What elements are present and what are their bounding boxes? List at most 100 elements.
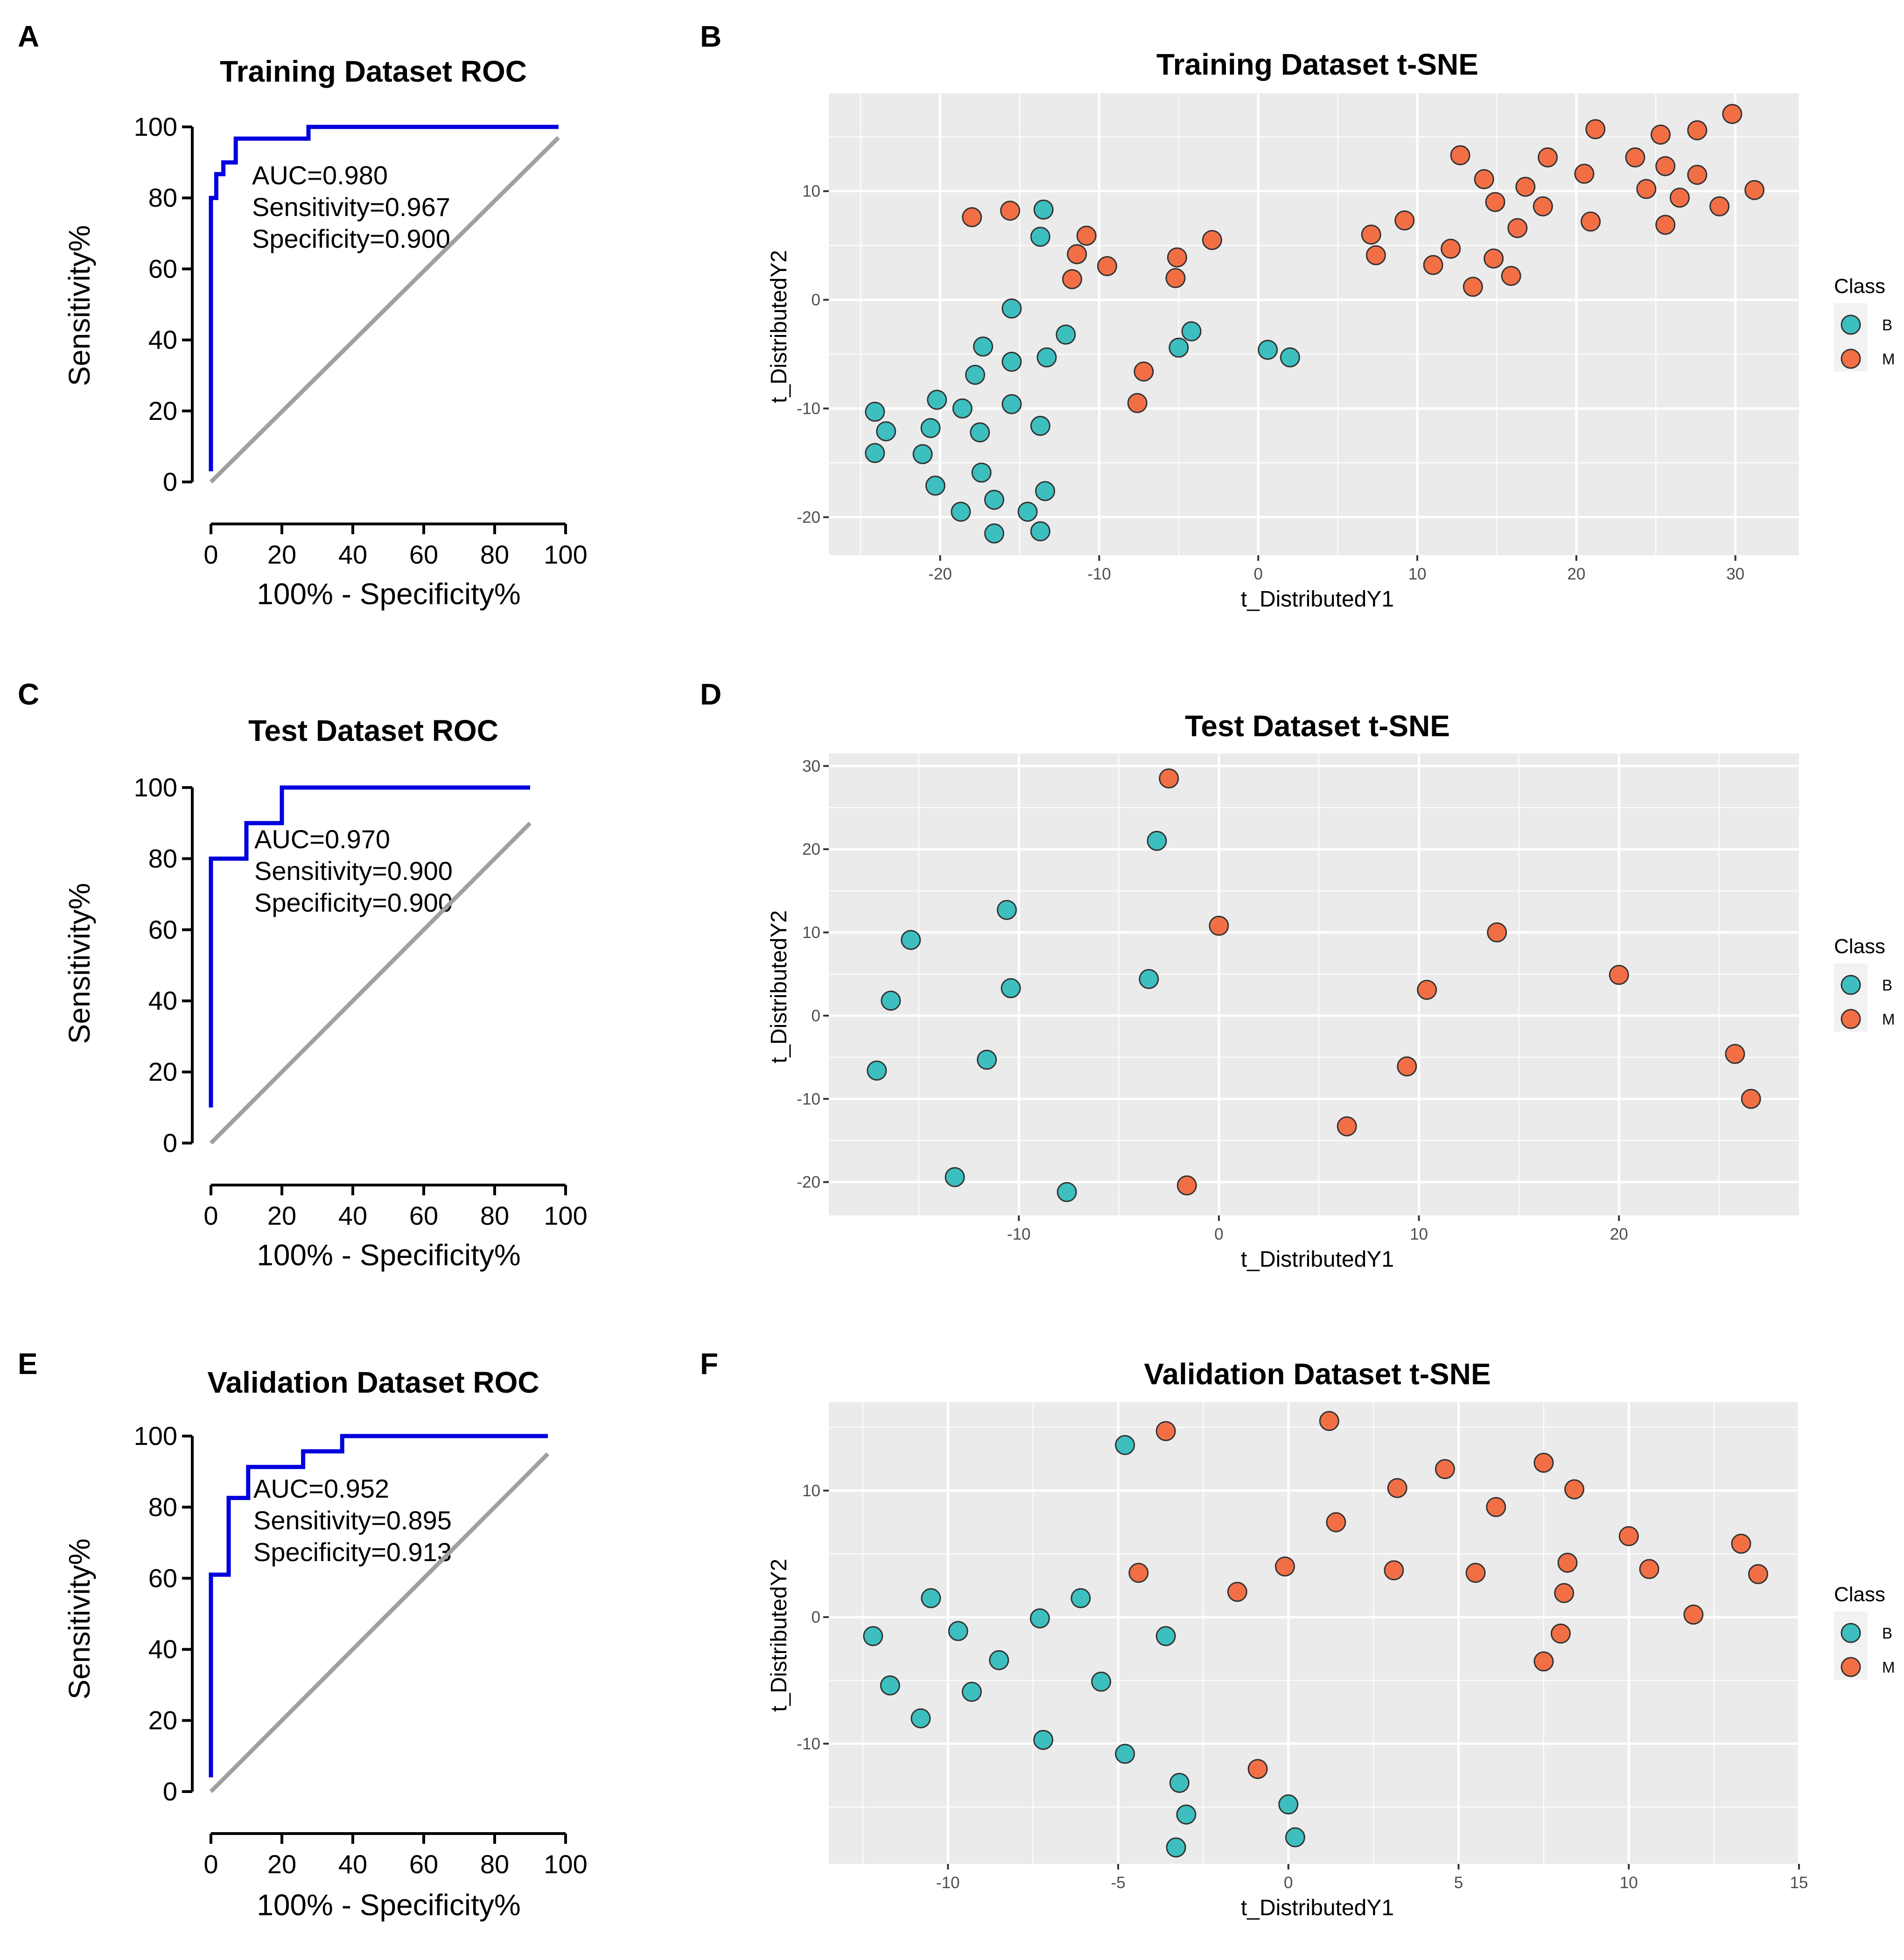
sensitivity-annotation-a: Sensitivity=0.967	[252, 192, 450, 222]
point-f-m-4	[1387, 1478, 1407, 1498]
grid-d	[829, 753, 1799, 1215]
point-b-b-18	[971, 462, 992, 483]
x-tick-label-b--20: -20	[928, 565, 952, 583]
y-tick-label-e-40: 40	[148, 1634, 177, 1664]
point-f-b-17	[1166, 1837, 1186, 1858]
point-f-m-0	[1155, 1421, 1176, 1441]
point-f-b-13	[1115, 1744, 1135, 1764]
y-axis-label-f: t_DistributedY2	[767, 1559, 791, 1712]
point-b-m-32	[1655, 156, 1676, 176]
point-b-m-10	[1127, 393, 1148, 413]
legend-key-f-class-m	[1841, 1657, 1861, 1677]
legend-title-f: Class	[1834, 1583, 1885, 1606]
point-b-m-20	[1484, 248, 1504, 269]
legend-key-b-class-b	[1841, 314, 1861, 335]
specificity-annotation-e: Specificity=0.913	[253, 1537, 452, 1567]
point-b-b-27	[1169, 337, 1189, 358]
panel-label-b: B	[700, 20, 721, 53]
point-b-m-23	[1515, 176, 1536, 197]
point-f-m-17	[1227, 1582, 1247, 1602]
point-b-b-2	[1001, 298, 1022, 319]
y-tick-label-c-40: 40	[148, 986, 177, 1015]
y-tick-label-a-100: 100	[134, 112, 177, 141]
point-f-b-18	[1285, 1827, 1305, 1848]
y-tick-label-e-60: 60	[148, 1563, 177, 1593]
legend-label-f-class-b: B	[1882, 1625, 1892, 1642]
panel-f-validation-tsne: F Validation Dataset t-SNE t_Distributed…	[700, 1347, 1895, 1920]
point-b-m-25	[1538, 147, 1558, 167]
x-tick-label-f-0: 0	[1284, 1874, 1293, 1892]
point-d-m-8	[1337, 1116, 1357, 1137]
point-f-m-1	[1319, 1411, 1339, 1431]
point-f-b-2	[1071, 1588, 1091, 1608]
point-f-b-10	[1091, 1671, 1112, 1692]
x-tick-label-c-100: 100	[544, 1201, 587, 1230]
roc-curve-c	[209, 785, 530, 1108]
point-f-b-16	[1278, 1794, 1299, 1815]
point-f-m-22	[1247, 1759, 1268, 1779]
point-f-b-6	[863, 1626, 883, 1646]
point-f-b-12	[1033, 1730, 1054, 1750]
y-tick-label-d-30: 30	[802, 757, 820, 775]
point-d-b-6	[867, 1060, 887, 1081]
y-axis-label-d: t_DistributedY2	[767, 910, 791, 1063]
point-b-m-39	[1744, 180, 1765, 200]
auc-annotation-c: AUC=0.970	[254, 824, 390, 854]
point-d-m-6	[1725, 1044, 1745, 1064]
point-b-m-31	[1650, 125, 1671, 145]
point-f-m-14	[1639, 1559, 1659, 1579]
point-b-b-12	[876, 421, 896, 441]
plot-background-d	[829, 753, 1799, 1215]
point-b-b-10	[927, 390, 947, 410]
point-d-m-7	[1741, 1088, 1761, 1109]
point-b-m-29	[1625, 147, 1645, 167]
legend-label-d-class-m: M	[1882, 1011, 1895, 1028]
roc-title-e: Validation Dataset ROC	[207, 1366, 539, 1399]
x-tick-label-c-80: 80	[480, 1201, 509, 1230]
x-tick-label-a-0: 0	[203, 540, 218, 569]
y-tick-label-e-20: 20	[148, 1706, 177, 1735]
reference-line-a	[209, 136, 560, 484]
point-b-m-18	[1474, 169, 1494, 189]
y-tick-label-d--20: -20	[797, 1173, 820, 1192]
y-tick-label-a-20: 20	[148, 396, 177, 425]
point-f-m-16	[1128, 1562, 1149, 1583]
sensitivity-annotation-c: Sensitivity=0.900	[254, 856, 453, 886]
point-d-m-2	[1487, 922, 1507, 943]
legend-label-b-class-m: M	[1882, 350, 1895, 368]
point-b-m-36	[1687, 165, 1708, 185]
y-tick-label-b-0: 0	[812, 291, 820, 309]
point-f-m-12	[1384, 1560, 1404, 1581]
panel-label-f: F	[700, 1347, 718, 1381]
x-axis-label-b: t_DistributedY1	[1241, 587, 1394, 612]
point-b-m-21	[1501, 265, 1521, 286]
x-tick-label-d-0: 0	[1214, 1225, 1223, 1243]
point-b-b-29	[1280, 347, 1300, 368]
point-f-m-20	[1550, 1623, 1571, 1644]
legend-label-d-class-b: B	[1882, 977, 1892, 994]
y-tick-label-f-10: 10	[802, 1482, 820, 1500]
point-d-b-3	[1001, 978, 1021, 998]
point-f-b-14	[1169, 1772, 1190, 1793]
point-b-m-37	[1709, 196, 1730, 216]
y-tick-label-d-0: 0	[812, 1007, 820, 1025]
y-tick-label-a-0: 0	[163, 467, 177, 496]
y-tick-label-d-20: 20	[802, 840, 820, 858]
x-tick-label-e-80: 80	[480, 1849, 509, 1879]
y-axis-label-c: Sensitivity%	[63, 883, 96, 1044]
y-tick-label-c-20: 20	[148, 1057, 177, 1087]
point-b-m-30	[1636, 179, 1657, 199]
point-d-b-9	[1057, 1182, 1077, 1202]
point-f-b-1	[921, 1588, 941, 1608]
y-tick-label-b--10: -10	[797, 400, 820, 418]
point-b-b-20	[984, 489, 1004, 510]
point-b-m-4	[1097, 256, 1117, 276]
panel-c-test-roc: C Test Dataset ROC 100% - Specificity% S…	[18, 677, 588, 1272]
point-b-b-1	[1030, 226, 1050, 247]
point-b-m-1	[1000, 201, 1021, 221]
point-d-b-2	[901, 930, 921, 950]
x-tick-label-a-60: 60	[409, 540, 438, 569]
point-b-m-0	[962, 207, 982, 228]
tsne-title-f: Validation Dataset t-SNE	[1144, 1357, 1491, 1391]
y-tick-label-e-80: 80	[148, 1492, 177, 1521]
